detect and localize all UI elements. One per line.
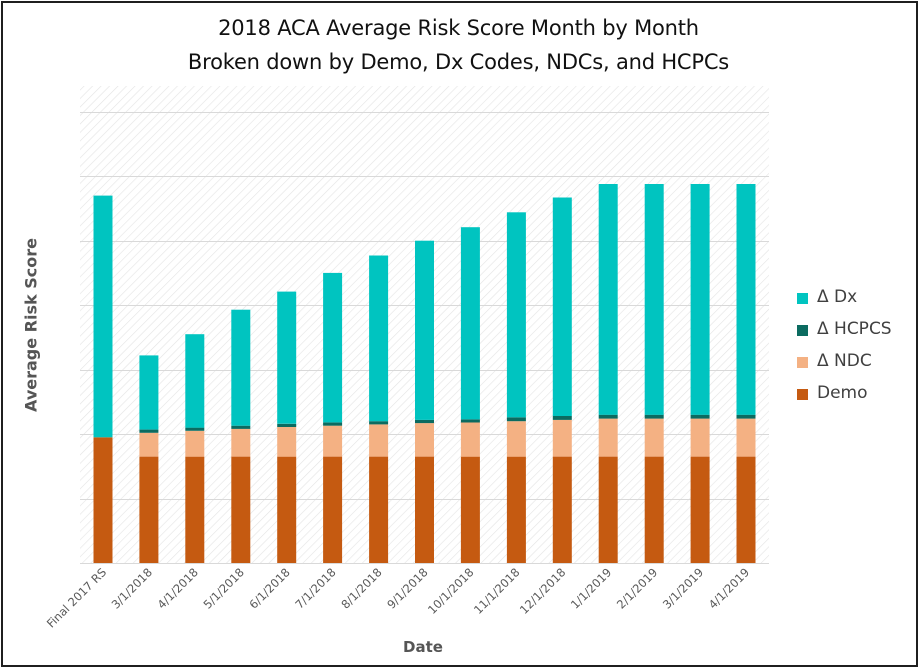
chart-title: 2018 ACA Average Risk Score Month by Mon… bbox=[218, 16, 699, 40]
bar-segment bbox=[598, 184, 618, 415]
x-tick-label: Final 2017 RS bbox=[44, 565, 109, 630]
bar-segment bbox=[369, 456, 389, 563]
bar-segment bbox=[690, 184, 710, 415]
x-tick-label: 9/1/2018 bbox=[384, 565, 430, 611]
x-tick-label: 10/1/2018 bbox=[425, 565, 477, 617]
x-axis-label: Date bbox=[403, 638, 443, 656]
bar-segment bbox=[415, 456, 434, 563]
legend-swatch bbox=[797, 293, 808, 304]
bar-segment bbox=[736, 414, 756, 419]
x-tick-label: 3/1/2018 bbox=[109, 565, 155, 611]
x-tick-label: 5/1/2018 bbox=[200, 565, 246, 611]
bar-segment bbox=[644, 456, 664, 563]
x-tick-label: 4/1/2018 bbox=[154, 565, 200, 611]
x-tick-label: 2/1/2019 bbox=[614, 565, 660, 611]
chart-subtitle: Broken down by Demo, Dx Codes, NDCs, and… bbox=[187, 50, 730, 74]
x-tick-label: 8/1/2018 bbox=[338, 565, 384, 611]
bar-segment bbox=[369, 421, 389, 425]
bar-segment bbox=[460, 227, 480, 420]
bar-segment bbox=[369, 424, 389, 457]
bar-segment bbox=[415, 240, 434, 420]
bar-segment bbox=[323, 425, 343, 457]
x-tick-label: 6/1/2018 bbox=[246, 565, 292, 611]
bar-segment bbox=[93, 195, 113, 438]
bar-segment bbox=[598, 418, 618, 457]
bar-segment bbox=[231, 456, 251, 563]
bar-segment bbox=[598, 414, 618, 419]
bar-segment bbox=[323, 272, 343, 423]
x-tick-label: 3/1/2019 bbox=[660, 565, 706, 611]
bar-segment bbox=[231, 428, 251, 457]
x-tick-label: 12/1/2018 bbox=[517, 565, 569, 617]
bar-segment bbox=[185, 456, 205, 563]
bar-segment bbox=[460, 422, 480, 457]
bar-segment bbox=[552, 456, 572, 563]
bars-group bbox=[93, 184, 756, 563]
bar-segment bbox=[644, 414, 664, 419]
x-tick-label: 7/1/2018 bbox=[292, 565, 338, 611]
bar-segment bbox=[460, 419, 480, 423]
bar-segment bbox=[598, 456, 618, 563]
bar-segment bbox=[139, 355, 159, 430]
bar-segment bbox=[506, 417, 526, 422]
bar-segment bbox=[277, 456, 297, 563]
bar-segment bbox=[506, 212, 526, 418]
bar-segment bbox=[506, 456, 526, 563]
bar-segment bbox=[736, 456, 756, 563]
legend-label: Δ NDC bbox=[817, 351, 872, 371]
bar-segment bbox=[460, 456, 480, 563]
x-tick-labels: Final 2017 RS 3/1/2018 4/1/2018 5/1/2018 6/1… bbox=[44, 565, 752, 630]
bar-segment bbox=[231, 425, 251, 429]
bar-segment bbox=[93, 437, 113, 563]
legend-label: Δ HCPCS bbox=[817, 319, 892, 339]
bar-segment bbox=[139, 432, 159, 457]
bar-segment bbox=[415, 419, 434, 424]
bar-segment bbox=[277, 427, 297, 457]
y-axis-label: Average Risk Score bbox=[21, 238, 41, 412]
x-tick-label: 4/1/2019 bbox=[706, 565, 752, 611]
bar-segment bbox=[644, 184, 664, 415]
bar-segment bbox=[323, 456, 343, 563]
bar-segment bbox=[139, 429, 159, 433]
bar-segment bbox=[552, 416, 572, 420]
bar-segment bbox=[552, 197, 572, 416]
bar-segment bbox=[506, 421, 526, 457]
bar-segment bbox=[185, 430, 205, 457]
bar-segment bbox=[644, 418, 664, 457]
bar-segment bbox=[415, 423, 434, 457]
x-tick-label: 1/1/2019 bbox=[568, 565, 614, 611]
bar-segment bbox=[736, 418, 756, 457]
legend-swatch bbox=[797, 325, 808, 336]
bar-segment bbox=[277, 291, 297, 424]
bar-segment bbox=[323, 422, 343, 426]
legend-swatch bbox=[797, 389, 808, 400]
bar-segment bbox=[185, 334, 205, 428]
legend-label: Demo bbox=[817, 383, 868, 403]
bar-segment bbox=[690, 456, 710, 563]
bar-segment bbox=[736, 184, 756, 415]
bar-segment bbox=[552, 419, 572, 457]
bar-segment bbox=[369, 255, 389, 422]
bar-segment bbox=[690, 414, 710, 419]
bar-segment bbox=[690, 418, 710, 457]
bar-segment bbox=[231, 309, 251, 426]
legend-label: Δ Dx bbox=[817, 287, 858, 307]
bar-segment bbox=[139, 456, 159, 563]
bar-segment bbox=[185, 427, 205, 431]
bar-segment bbox=[277, 423, 297, 427]
legend-swatch bbox=[797, 357, 808, 368]
x-tick-label: 11/1/2018 bbox=[471, 565, 523, 617]
